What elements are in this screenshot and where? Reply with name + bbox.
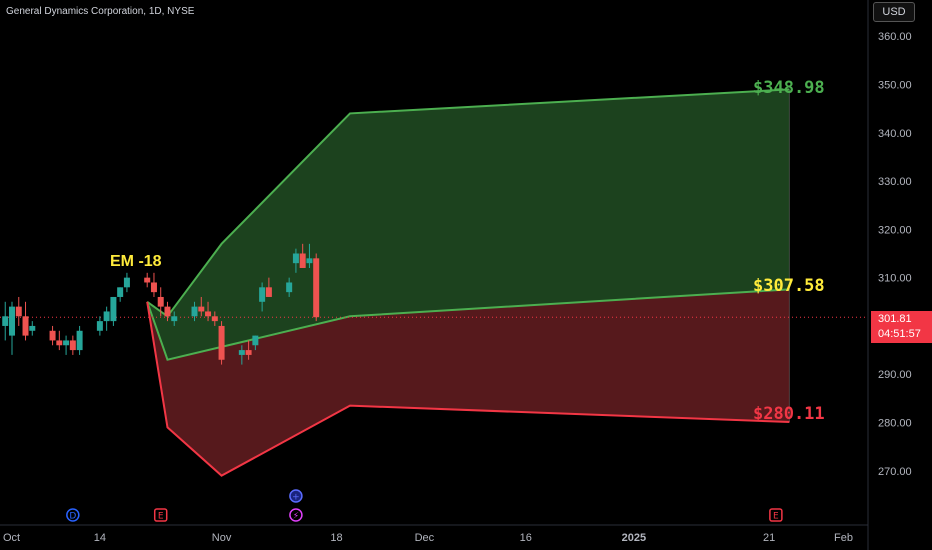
x-tick-label: Feb [834, 532, 853, 544]
candle-body [286, 282, 293, 293]
x-tick-label: 21 [763, 532, 775, 544]
candle-body [15, 306, 22, 317]
candle-body [150, 282, 157, 293]
y-tick-label: 320.00 [878, 224, 912, 236]
candle-body [306, 258, 313, 264]
event-marker-label: E [158, 512, 164, 522]
lower-bound-line [146, 301, 790, 477]
currency-selector[interactable]: USD [873, 2, 915, 22]
candle-body [2, 316, 9, 326]
mid-bound-line [146, 288, 790, 361]
y-tick-label: 280.00 [878, 418, 912, 430]
event-marker-label: E [773, 512, 779, 522]
candle-body [69, 340, 76, 351]
candle-body [238, 350, 245, 355]
candle-body [123, 277, 130, 288]
candle-body [157, 296, 164, 307]
candle-body [29, 325, 36, 331]
y-tick-label: 310.00 [878, 273, 912, 285]
candle-body [292, 253, 299, 264]
event-marker-label: D [69, 512, 76, 522]
y-tick-label: 350.00 [878, 79, 912, 91]
x-tick-label: 14 [94, 532, 106, 544]
candle-body [144, 277, 151, 283]
x-tick-label: 2025 [622, 532, 646, 544]
candle-body [76, 330, 83, 351]
lower-level-label: $280.11 [753, 404, 825, 424]
candle-body [218, 325, 225, 360]
event-marker[interactable] [769, 508, 783, 522]
event-marker[interactable] [153, 508, 168, 522]
event-marker[interactable] [66, 508, 80, 522]
candle-body [205, 311, 212, 317]
lower-zone [147, 289, 790, 476]
y-tick-label: 290.00 [878, 369, 912, 381]
last-price-tag: 301.81 04:51:57 [871, 311, 932, 343]
y-tick-label: 340.00 [878, 128, 912, 140]
upper-level-label: $348.98 [753, 78, 825, 98]
candle-body [198, 306, 205, 312]
event-marker-label: ⚡ [293, 512, 299, 522]
candle-body [49, 330, 56, 341]
event-marker[interactable] [289, 508, 303, 522]
x-tick-label: 16 [520, 532, 532, 544]
last-price-value: 301.81 [878, 313, 912, 325]
candle-body [110, 296, 117, 322]
candle-body [171, 316, 178, 322]
chart-title: General Dynamics Corporation, 1D, NYSE [6, 6, 195, 17]
candle-body [252, 335, 259, 346]
candle-body [245, 350, 252, 355]
x-tick-label: 18 [330, 532, 342, 544]
event-marker-label: + [292, 493, 300, 503]
y-tick-label: 270.00 [878, 466, 912, 478]
event-marker[interactable] [289, 489, 303, 503]
y-tick-label: 330.00 [878, 176, 912, 188]
candle-body [63, 340, 70, 346]
candle-body [265, 287, 272, 297]
candle-body [259, 287, 266, 302]
candle-body [22, 316, 29, 336]
expected-move-label: EM -18 [110, 253, 162, 270]
candle-body [299, 253, 306, 268]
candle-body [211, 316, 218, 322]
candle-body [103, 311, 110, 322]
y-tick-label: 360.00 [878, 31, 912, 43]
mid-level-label: $307.58 [753, 276, 825, 296]
countdown-timer: 04:51:57 [878, 328, 921, 340]
candle-body [9, 306, 15, 336]
candle-body [164, 306, 171, 317]
candle-body [313, 258, 320, 318]
x-tick-label: Oct [3, 532, 20, 544]
candle-body [56, 340, 63, 346]
candle-body [117, 287, 124, 297]
candle-body [191, 306, 198, 317]
x-tick-label: Dec [415, 532, 435, 544]
candle-body [96, 321, 103, 331]
x-tick-label: Nov [212, 532, 232, 544]
